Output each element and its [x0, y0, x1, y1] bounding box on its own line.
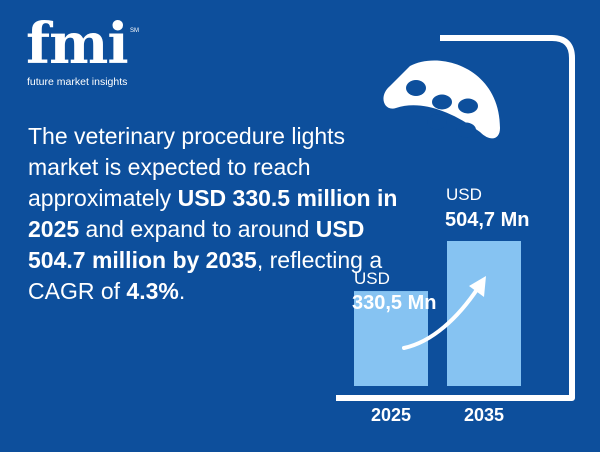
growth-arrow-icon — [402, 276, 486, 350]
headline-part: The veterinary procedure lights market i… — [28, 123, 346, 211]
bar-2025 — [354, 291, 428, 386]
headline-highlight-cagr: 4.3% — [126, 278, 179, 304]
value-label-amount-2035: 504,7 Mn — [445, 209, 529, 231]
surgical-light-icon — [383, 60, 500, 139]
headline-part: , reflecting a CAGR of — [28, 247, 383, 304]
logo-tagline: future market insights — [27, 76, 128, 88]
logo-trademark: SM — [130, 28, 139, 34]
category-label-2025: 2025 — [371, 405, 411, 425]
category-label-2035: 2035 — [464, 405, 504, 425]
headline-part: . — [178, 278, 186, 304]
fmi-logo: fmi SM future market insights — [26, 16, 156, 92]
headline-highlight-2035: USD 504.7 million by 2035 — [28, 216, 365, 273]
value-label-unit-2035: USD — [446, 185, 482, 204]
headline-part: and expand to around — [79, 216, 316, 242]
headline-text: The veterinary procedure lights market i… — [28, 121, 408, 307]
lamp-arm-frame — [336, 35, 575, 401]
value-label-unit-2025: USD — [354, 269, 390, 288]
logo-wordmark: fmi — [26, 11, 129, 77]
value-label-amount-2025: 330,5 Mn — [352, 292, 436, 314]
headline-highlight-2025: USD 330.5 million in 2025 — [28, 185, 398, 242]
